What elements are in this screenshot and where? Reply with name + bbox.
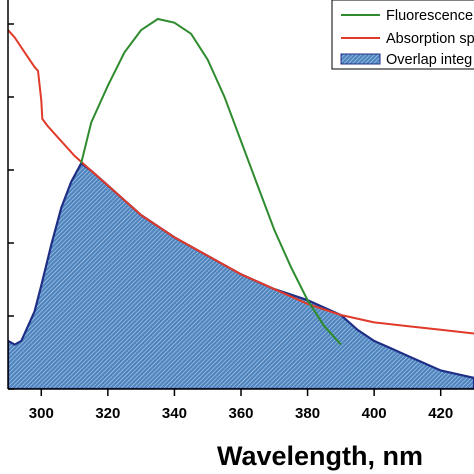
x-tick-label: 320 — [95, 405, 120, 422]
legend-fluorescence-label: Fluorescence — [386, 8, 473, 24]
x-axis-ticks: 300 320 340 360 380 400 420 — [29, 389, 453, 422]
overlap-integral-area — [8, 161, 474, 389]
x-tick-label: 340 — [162, 405, 187, 422]
axes: 300 320 340 360 380 400 420 Wavelength, nm — [7, 0, 474, 471]
y-axis-ticks — [8, 23, 14, 390]
x-tick-label: 400 — [362, 405, 387, 422]
x-tick-label: 300 — [29, 405, 54, 422]
x-axis-title: Wavelength, nm — [217, 441, 423, 471]
plot-area — [8, 17, 474, 389]
x-tick-label: 360 — [228, 405, 253, 422]
x-tick-label: 420 — [428, 405, 453, 422]
legend-overlap-label: Overlap integ — [386, 52, 472, 68]
fluorescence-spectrum-line — [80, 17, 342, 346]
x-tick-label: 380 — [295, 405, 320, 422]
legend-absorption-label: Absorption sp — [386, 31, 474, 47]
absorption-spectrum-line — [8, 29, 474, 335]
legend-overlap-swatch — [340, 53, 381, 65]
legend: Fluorescence Absorption sp Overlap integ — [331, 0, 474, 70]
